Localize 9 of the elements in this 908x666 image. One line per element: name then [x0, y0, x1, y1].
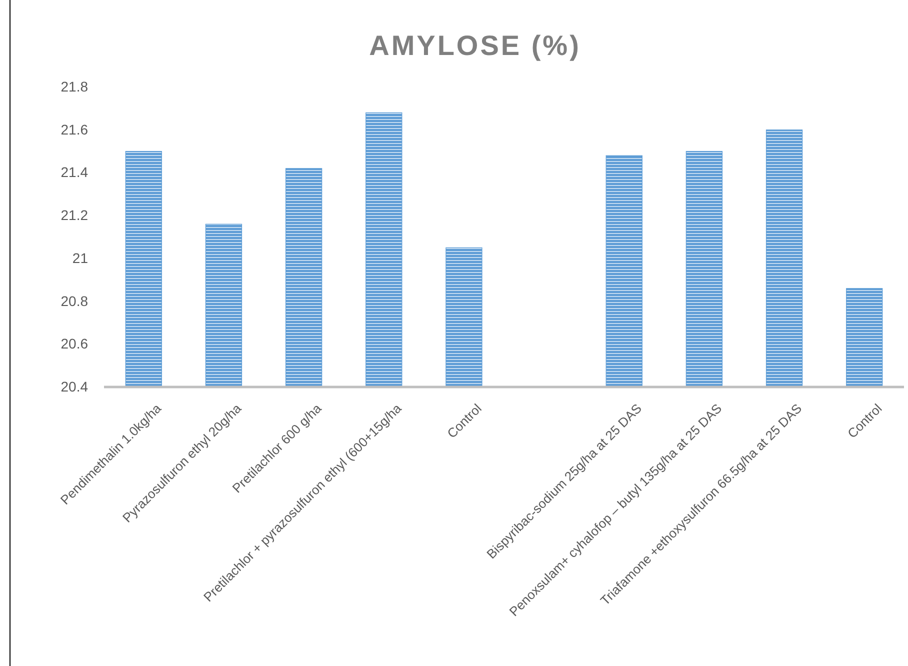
- y-tick-label: 20.6: [60, 336, 88, 352]
- y-tick-label: 21.8: [60, 78, 88, 94]
- y-tick-label: 21.2: [60, 207, 88, 224]
- y-tick-label: 21.6: [60, 121, 88, 138]
- y-tick-label: 20.4: [60, 378, 88, 394]
- y-tick-label: 21: [72, 250, 88, 266]
- y-tick-label: 21.4: [60, 164, 88, 180]
- y-tick-label: 20.8: [60, 292, 88, 309]
- chart-title: AMYLOSE (%): [369, 30, 581, 61]
